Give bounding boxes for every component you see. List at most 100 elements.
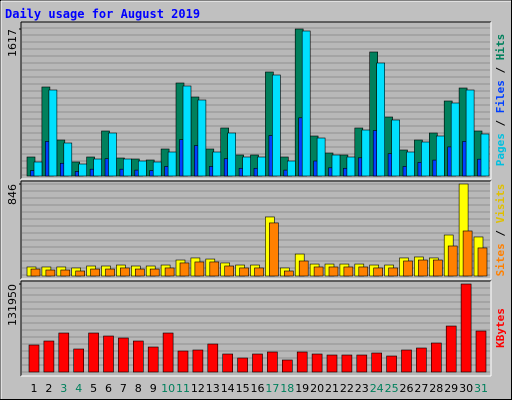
x-tick-label: 21 (325, 382, 339, 395)
bar (182, 85, 192, 177)
x-tick-label: 23 (355, 382, 369, 395)
bar (391, 119, 400, 177)
bar (331, 154, 341, 177)
x-tick-label: 20 (310, 382, 324, 395)
bar (103, 335, 114, 373)
bar (480, 133, 490, 177)
bar (43, 340, 55, 373)
x-tick-label: 4 (75, 382, 82, 395)
x-tick-label: 29 (444, 382, 458, 395)
bar (475, 330, 487, 373)
bar (212, 151, 222, 177)
bar (435, 135, 445, 177)
legend-entry: Visits (494, 184, 507, 224)
bar (406, 151, 415, 177)
bar (373, 267, 384, 277)
bar (301, 30, 311, 177)
x-tick-label: 30 (459, 382, 473, 395)
bar (118, 337, 129, 373)
bar (269, 222, 279, 277)
bar (120, 267, 130, 277)
x-tick-label: 9 (150, 382, 157, 395)
bar (197, 99, 207, 177)
bar (133, 340, 144, 373)
bar (149, 268, 160, 277)
bar (447, 245, 458, 277)
bar (227, 132, 236, 177)
bar (388, 267, 398, 277)
bar (237, 357, 248, 373)
y-tick-label: 1617 (6, 29, 19, 57)
bar (432, 259, 443, 277)
legend-entry: Hits (494, 34, 507, 61)
bar (465, 89, 475, 177)
bar (254, 267, 264, 277)
bar (326, 354, 338, 373)
x-tick-label: 22 (340, 382, 354, 395)
bar (401, 349, 412, 373)
x-tick-label: 31 (474, 382, 488, 395)
bar (242, 156, 251, 177)
bar (358, 266, 369, 277)
x-tick-label: 27 (414, 382, 428, 395)
bar (283, 270, 294, 277)
bar (63, 142, 73, 177)
bar (460, 283, 472, 373)
bar (450, 102, 460, 177)
bar (341, 354, 353, 373)
x-tick-label: 26 (400, 382, 414, 395)
bar (222, 353, 233, 373)
x-tick-label: 5 (90, 382, 97, 395)
x-tick-label: 7 (120, 382, 127, 395)
x-tick-label: 17 (265, 382, 279, 395)
x-tick-label: 8 (135, 382, 142, 395)
x-tick-label: 14 (221, 382, 235, 395)
legend: Sites / Visits (494, 184, 507, 277)
x-tick-label: 3 (60, 382, 67, 395)
bar (416, 347, 427, 373)
bar (403, 260, 413, 277)
y-tick-label: 846 (6, 184, 19, 205)
bar (177, 350, 189, 373)
bar (316, 137, 326, 177)
bar (281, 359, 293, 373)
x-tick-label: 12 (191, 382, 205, 395)
bar (445, 325, 457, 373)
bar (376, 62, 386, 177)
x-tick-label: 10 (161, 382, 175, 395)
legend-entry: Pages (494, 133, 507, 166)
bar (252, 353, 263, 373)
bar (356, 354, 368, 373)
bar (48, 89, 58, 177)
x-tick-label: 16 (251, 382, 265, 395)
bar (361, 129, 371, 177)
x-tick-label: 24 (370, 382, 384, 395)
bar (224, 265, 234, 277)
x-tick-label: 1 (31, 382, 38, 395)
bar (73, 348, 84, 373)
legend-entry: Files (494, 80, 507, 113)
bar (58, 332, 70, 373)
bar (296, 351, 308, 373)
bar (272, 74, 281, 177)
chart-title: Daily usage for August 2019 (5, 7, 200, 21)
bar (239, 267, 249, 277)
bar (179, 262, 190, 277)
x-tick-label: 25 (385, 382, 399, 395)
bar (209, 261, 220, 277)
bar (430, 342, 442, 373)
bar (90, 268, 100, 277)
bar (105, 268, 115, 277)
bar (267, 351, 278, 373)
bar (28, 344, 40, 373)
bar (123, 158, 132, 177)
x-tick-label: 15 (236, 382, 250, 395)
bar (147, 346, 159, 373)
bar (108, 132, 117, 177)
bar (78, 163, 87, 177)
bar (135, 268, 145, 277)
bar (45, 269, 56, 277)
bar (88, 332, 99, 373)
bar (477, 247, 488, 277)
